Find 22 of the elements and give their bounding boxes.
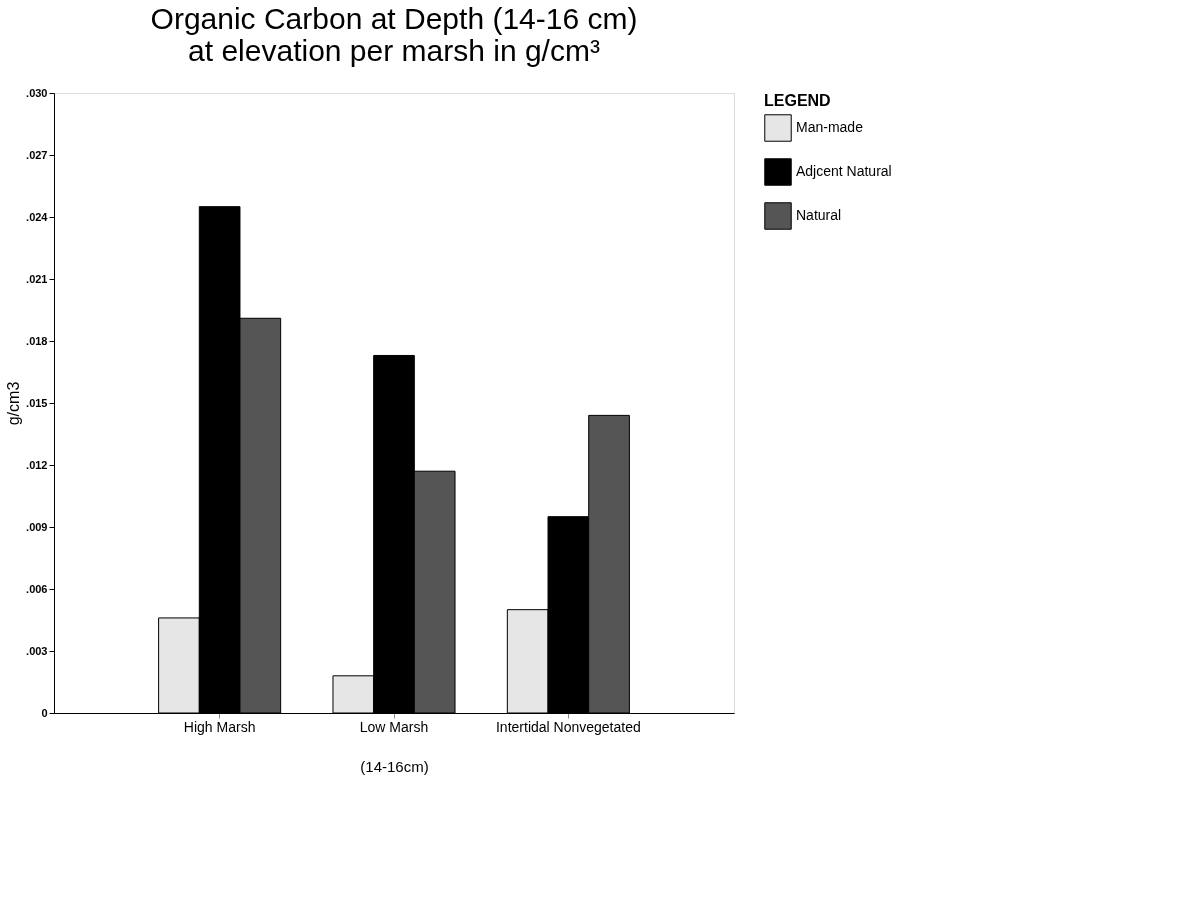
chart-subtitle: at elevation per marsh in g/cm³ <box>188 34 600 67</box>
x-tick-label: Low Marsh <box>359 718 429 735</box>
y-tick-label: .030 <box>26 86 48 99</box>
y-tick-label: .012 <box>26 458 48 471</box>
y-tick-label: .021 <box>26 272 48 285</box>
y-tick-label: .024 <box>26 210 49 223</box>
y-tick-label: 0 <box>41 706 48 719</box>
legend-title: LEGEND <box>764 92 831 109</box>
y-tick-label: .009 <box>26 520 48 533</box>
legend-label: Man-made <box>796 119 864 135</box>
y-tick-label: .015 <box>26 396 48 409</box>
y-tick-label: .006 <box>26 582 48 595</box>
y-tick-label: .003 <box>26 644 48 657</box>
y-tick-label: .027 <box>26 148 48 161</box>
x-tick-label: High Marsh <box>183 718 256 735</box>
y-axis-title: g/cm3 <box>5 381 23 426</box>
x-tick-label: Intertidal Nonvegetated <box>495 718 641 735</box>
legend-label: Adjcent Natural <box>796 163 892 179</box>
x-axis-title: (14-16cm) <box>360 757 429 775</box>
legend-label: Natural <box>796 207 842 223</box>
y-tick-label: .018 <box>26 334 48 347</box>
chart-title: Organic Carbon at Depth (14-16 cm) <box>150 2 638 35</box>
